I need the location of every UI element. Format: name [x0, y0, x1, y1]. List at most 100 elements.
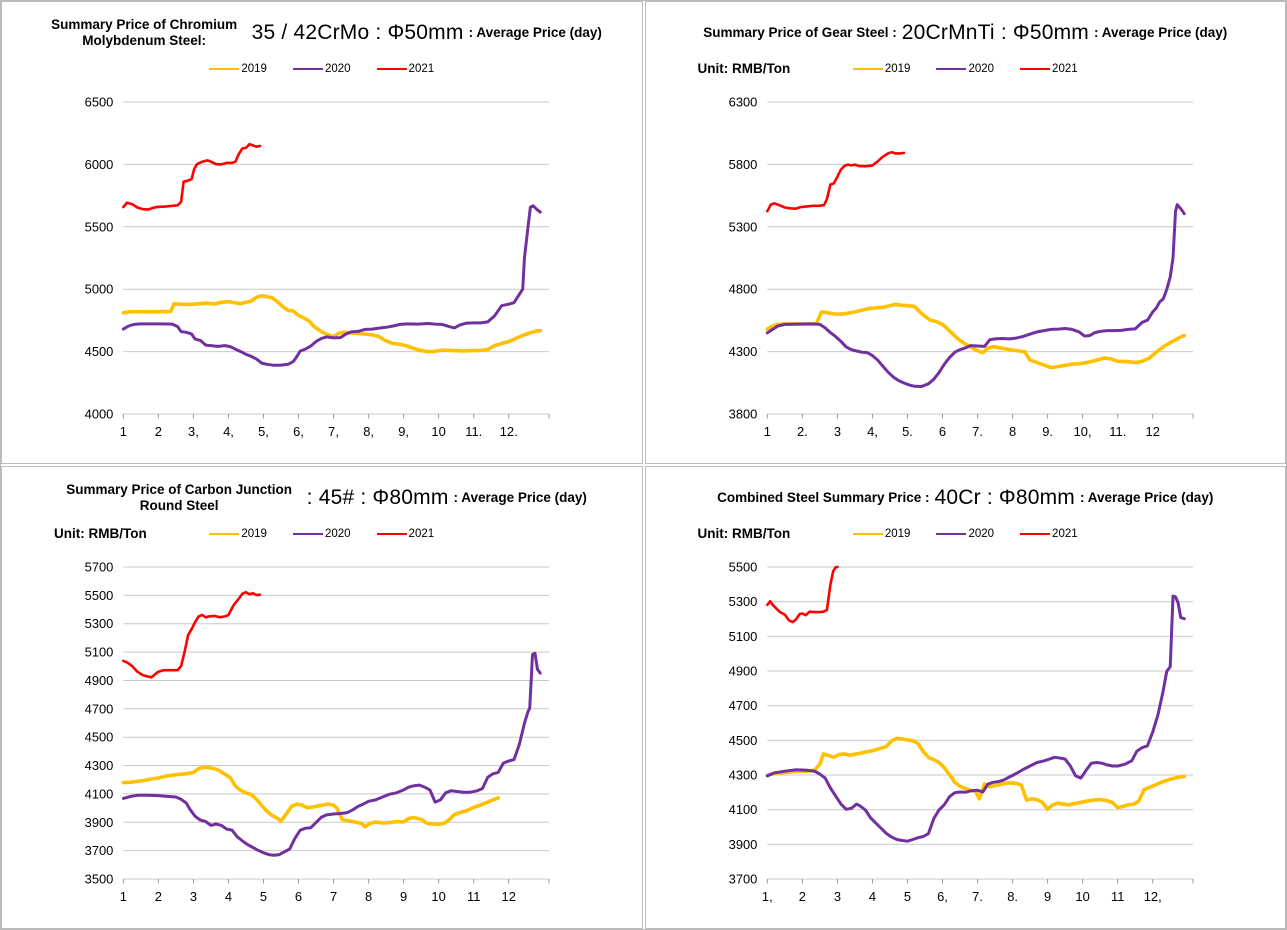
svg-text:5.: 5. — [902, 424, 913, 439]
svg-text:3: 3 — [833, 424, 840, 439]
svg-text:4500: 4500 — [85, 730, 114, 745]
svg-text:5500: 5500 — [85, 219, 114, 234]
chart-panel-gear-steel: Summary Price of Gear Steel : 20CrMnTi :… — [644, 1, 1286, 464]
legend-swatch-2020 — [936, 68, 967, 70]
legend-swatch-2019 — [852, 68, 883, 70]
legend-item-2020: 2020 — [292, 528, 351, 540]
svg-text:5100: 5100 — [728, 629, 757, 644]
svg-text:4500: 4500 — [85, 344, 114, 359]
svg-text:9: 9 — [1044, 889, 1051, 904]
svg-text:4500: 4500 — [728, 733, 757, 748]
svg-text:5300: 5300 — [728, 594, 757, 609]
svg-text:6500: 6500 — [85, 94, 114, 109]
chart-meta-row: 2019 2020 2021 — [2, 58, 642, 84]
legend-item-2019: 2019 — [209, 528, 267, 540]
chart-meta-row: Unit: RMB/Ton 2019 2020 2021 — [2, 523, 642, 549]
legend-swatch-2020 — [292, 533, 323, 535]
legend-label-2020: 2020 — [968, 63, 995, 75]
legend-item-2019: 2019 — [852, 528, 910, 540]
line-chart-gear-steel: 6300 5800 5300 4800 4300 3800 1 2. 3 4, 5. 6 7. 8 9. 10… — [728, 94, 1194, 439]
svg-text:4900: 4900 — [728, 663, 757, 678]
legend-swatch-2021 — [1020, 533, 1051, 535]
svg-text:6300: 6300 — [728, 94, 757, 109]
svg-text:4,: 4, — [223, 424, 234, 439]
svg-text:4300: 4300 — [728, 344, 757, 359]
svg-text:11: 11 — [1111, 889, 1124, 904]
legend: 2019 2020 2021 — [646, 528, 1286, 540]
chart-title-prefix: Summary Price of Chromium Molybdenum Ste… — [51, 17, 238, 48]
unit-label: Unit: RMB/Ton — [697, 526, 791, 541]
legend-label-2020: 2020 — [324, 528, 351, 540]
svg-text:3: 3 — [833, 889, 840, 904]
svg-text:3800: 3800 — [728, 406, 757, 421]
svg-text:1: 1 — [763, 424, 770, 439]
svg-text:2: 2 — [798, 889, 805, 904]
svg-text:9: 9 — [400, 889, 407, 904]
unit-label: Unit: RMB/Ton — [54, 526, 147, 541]
svg-text:10: 10 — [431, 424, 445, 439]
svg-text:4100: 4100 — [728, 802, 757, 817]
legend-item-2021: 2021 — [1020, 528, 1078, 540]
svg-text:7: 7 — [330, 889, 337, 904]
svg-text:2: 2 — [155, 424, 162, 439]
legend-swatch-2021 — [376, 68, 407, 70]
svg-text:5300: 5300 — [728, 219, 757, 234]
svg-text:5,: 5, — [258, 424, 269, 439]
svg-text:7.: 7. — [972, 424, 983, 439]
chart-title-suffix: : Average Price (day) — [453, 490, 587, 506]
legend-item-2019: 2019 — [852, 63, 911, 75]
svg-text:11.: 11. — [465, 424, 482, 439]
svg-text:7.: 7. — [972, 889, 983, 904]
legend-label-2019: 2019 — [241, 63, 267, 75]
svg-text:5300: 5300 — [85, 616, 114, 631]
legend-swatch-2019 — [209, 68, 240, 70]
svg-text:10: 10 — [431, 889, 445, 904]
chart-title-spec: 35 / 42CrMo : Φ50mm — [251, 21, 464, 44]
chart-panel-chromium-molybdenum-steel: Summary Price of Chromium Molybdenum Ste… — [1, 1, 643, 464]
legend-label-2020: 2020 — [968, 528, 995, 540]
legend-item-2021: 2021 — [376, 63, 435, 75]
chart-panel-combined-steel: Combined Steel Summary Price : 40Cr : Φ8… — [644, 466, 1286, 929]
legend-label-2021: 2021 — [408, 63, 435, 75]
legend-label-2021: 2021 — [1052, 63, 1078, 75]
chart-title-prefix: Summary Price of Carbon Junction Round S… — [66, 482, 293, 513]
chart-title-suffix: : Average Price (day) — [1080, 490, 1214, 506]
svg-text:6,: 6, — [293, 424, 304, 439]
svg-text:3700: 3700 — [85, 843, 114, 858]
chart-title: Summary Price of Gear Steel : 20CrMnTi :… — [646, 10, 1286, 56]
chart-title-prefix: Combined Steel Summary Price : — [717, 490, 930, 506]
svg-text:7,: 7, — [328, 424, 339, 439]
line-chart-combined-steel: 5500 5300 5100 4900 4700 4500 4300 4100 3900 3700… — [728, 559, 1194, 904]
svg-text:8: 8 — [1008, 424, 1015, 439]
chart-title-suffix: : Average Price (day) — [1094, 25, 1228, 41]
svg-text:4700: 4700 — [85, 701, 114, 716]
svg-text:4300: 4300 — [728, 767, 757, 782]
legend-swatch-2019 — [852, 533, 883, 535]
legend-swatch-2020 — [292, 68, 323, 70]
line-chart-chromium-molybdenum: 6500 6000 5500 5000 4500 4000 1 2 3, 4, 5, 6, 7, 8, 9,… — [85, 94, 550, 439]
svg-text:11: 11 — [467, 889, 480, 904]
legend-swatch-2021 — [376, 533, 407, 535]
svg-text:5500: 5500 — [728, 559, 757, 574]
svg-text:5: 5 — [903, 889, 910, 904]
svg-text:5800: 5800 — [728, 157, 757, 172]
chart-title-spec: 20CrMnTi : Φ50mm — [901, 21, 1089, 44]
svg-text:1: 1 — [120, 889, 127, 904]
svg-text:5000: 5000 — [85, 282, 114, 297]
chart-title: Summary Price of Carbon Junction Round S… — [2, 475, 642, 521]
chart-title: Combined Steel Summary Price : 40Cr : Φ8… — [646, 475, 1286, 521]
svg-text:5: 5 — [260, 889, 267, 904]
chart-meta-row: Unit: RMB/Ton 2019 2020 2021 — [646, 58, 1286, 84]
svg-text:5100: 5100 — [85, 645, 114, 660]
legend-label-2019: 2019 — [884, 63, 911, 75]
svg-text:4100: 4100 — [85, 786, 114, 801]
svg-text:4700: 4700 — [728, 698, 757, 713]
svg-text:1,: 1, — [761, 889, 772, 904]
svg-text:8,: 8, — [363, 424, 374, 439]
line-chart-carbon-junction: 5700 5500 5300 5100 4900 4700 4500 4300 4100 3900… — [85, 559, 550, 904]
legend: 2019 2020 2021 — [2, 63, 642, 75]
svg-text:8.: 8. — [1007, 889, 1018, 904]
legend-label-2021: 2021 — [1052, 528, 1078, 540]
legend-item-2021: 2021 — [1020, 63, 1078, 75]
svg-text:3: 3 — [190, 889, 197, 904]
